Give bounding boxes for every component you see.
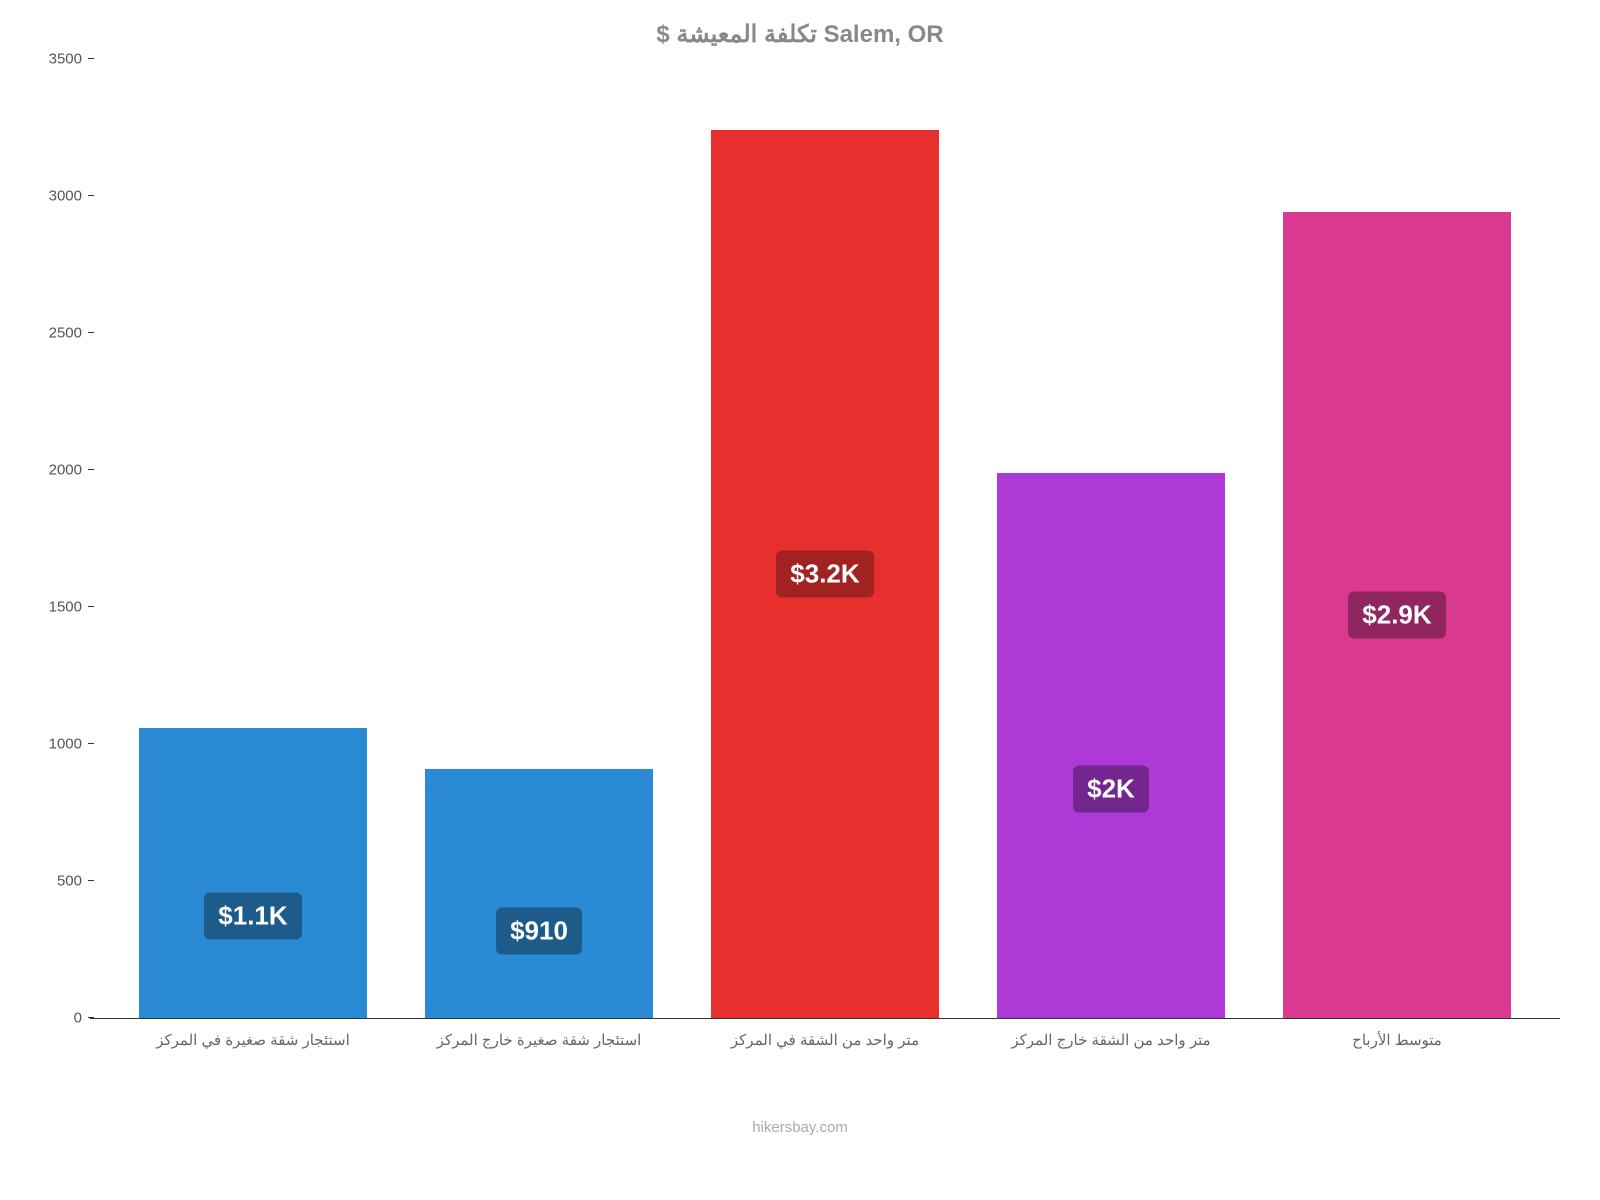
bar-value-label: $1.1K xyxy=(204,893,301,940)
x-tick-label: متر واحد من الشقة في المركز xyxy=(682,1031,968,1049)
y-tick-label: 3500 xyxy=(49,51,82,68)
chart-container: $ تكلفة المعيشة Salem, OR 0 500 1000 1500 20… xyxy=(40,20,1560,1180)
bar-group: $2.9K xyxy=(1254,59,1540,1018)
x-tick-label: استئجار شقة صغيرة خارج المركز xyxy=(396,1031,682,1049)
bar: $910 xyxy=(425,769,654,1018)
bar: $3.2K xyxy=(711,130,940,1018)
x-tick-label: استئجار شقة صغيرة في المركز xyxy=(110,1031,396,1049)
y-tick-label: 3000 xyxy=(49,188,82,205)
bar: $1.1K xyxy=(139,728,368,1018)
bar-value-label: $2.9K xyxy=(1348,592,1445,639)
y-tick-label: 500 xyxy=(57,873,82,890)
x-axis-labels: استئجار شقة صغيرة في المركزاستئجار شقة ص… xyxy=(90,1019,1560,1049)
bars-area: $1.1K $910 $3.2K $2K $2.9K xyxy=(90,59,1560,1018)
y-tick-label: 0 xyxy=(74,1010,82,1027)
bar-group: $1.1K xyxy=(110,59,396,1018)
y-axis: 0500100015002000250030003500 xyxy=(40,59,90,1018)
y-tick-label: 1500 xyxy=(49,599,82,616)
bar-group: $3.2K xyxy=(682,59,968,1018)
bar-value-label: $3.2K xyxy=(776,551,873,598)
bar-value-label: $910 xyxy=(496,907,582,954)
footer-attribution: hikersbay.com xyxy=(40,1119,1560,1136)
y-tick-label: 2500 xyxy=(49,325,82,342)
bar-group: $2K xyxy=(968,59,1254,1018)
bar: $2K xyxy=(997,473,1226,1018)
x-tick-label: متوسط الأرباح xyxy=(1254,1031,1540,1049)
bar: $2.9K xyxy=(1283,212,1512,1018)
y-tick-label: 2000 xyxy=(49,462,82,479)
plot-area: 0500100015002000250030003500 $1.1K$910$3… xyxy=(90,59,1560,1019)
chart-title: $ تكلفة المعيشة Salem, OR xyxy=(40,20,1560,49)
x-tick-label: متر واحد من الشقة خارج المركز xyxy=(968,1031,1254,1049)
y-tick-label: 1000 xyxy=(49,736,82,753)
bar-value-label: $2K xyxy=(1073,766,1149,813)
bar-group: $910 xyxy=(396,59,682,1018)
